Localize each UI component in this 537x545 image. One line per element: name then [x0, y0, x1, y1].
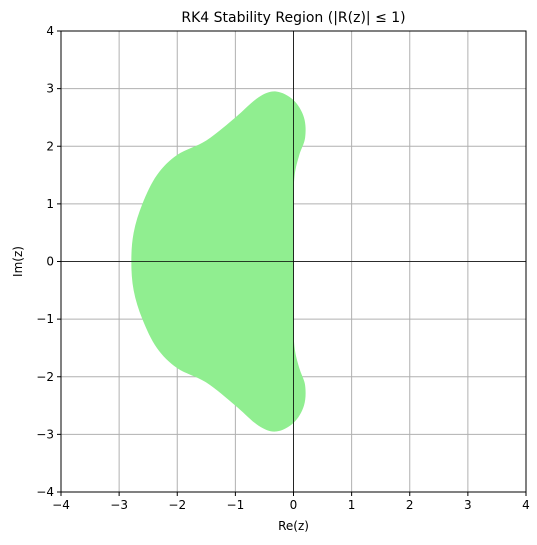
y-tick-label: −1: [36, 312, 54, 326]
x-tick-label: −1: [227, 498, 245, 512]
y-tick-label: −4: [36, 485, 54, 499]
y-tick-label: −2: [36, 370, 54, 384]
x-tick-label: 4: [522, 498, 530, 512]
y-tick-label: −3: [36, 427, 54, 441]
y-tick-label: 3: [46, 82, 54, 96]
x-tick-label: −2: [168, 498, 186, 512]
y-tick-label: 2: [46, 139, 54, 153]
y-axis-title: Im(z): [11, 246, 25, 277]
x-tick-label: 3: [464, 498, 472, 512]
x-axis-title: Re(z): [278, 519, 309, 533]
chart-title: RK4 Stability Region (|R(z)| ≤ 1): [181, 10, 405, 26]
x-tick-label: 0: [290, 498, 298, 512]
x-tick-label: −4: [52, 498, 70, 512]
x-tick-label: 1: [348, 498, 356, 512]
y-tick-label: 1: [46, 197, 54, 211]
reference-lines: [61, 31, 526, 492]
ticks: −4 −3 −2 −1 0 1 2 3 4 −4 −3 −2 −1 0 1 2 3 4: [36, 24, 530, 512]
x-tick-label: 2: [406, 498, 414, 512]
y-tick-label: 4: [46, 24, 54, 38]
x-tick-label: −3: [110, 498, 128, 512]
y-tick-label: 0: [46, 255, 54, 269]
